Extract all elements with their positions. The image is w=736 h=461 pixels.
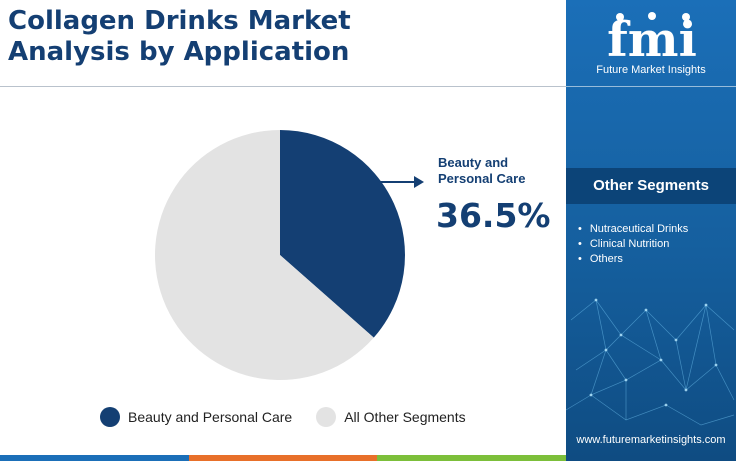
logo-subtitle: Future Market Insights [596,64,706,76]
pie-chart [154,130,405,380]
title-line-2: Analysis by Application [8,37,350,67]
legend-item-other: All Other Segments [316,407,466,427]
legend-item-beauty: Beauty and Personal Care [100,407,292,427]
callout-value: 36.5% [436,196,551,235]
fmi-logo: fmi [607,12,697,60]
callout-label-line-2: Personal Care [438,171,526,186]
legend-label-beauty: Beauty and Personal Care [128,409,293,425]
arrow-right-icon [376,176,424,188]
callout-label-line-1: Beauty and [438,155,509,170]
legend-swatch-other [316,407,337,427]
callout-label: Beauty and Personal Care [438,155,558,187]
bottom-bar-green [377,455,567,461]
pie-slice-all-other-segments [154,130,374,380]
segment-item: Clinical Nutrition [578,237,688,252]
title-line-1: Collagen Drinks Market [8,6,351,36]
website-url: www.futuremarketinsights.com [576,434,726,446]
sidebar-divider [566,86,736,87]
segment-item: Nutraceutical Drinks [578,222,688,237]
bottom-bar-orange [188,455,378,461]
title-divider [0,86,566,87]
other-segments-list: Nutraceutical Drinks Clinical Nutrition … [578,222,688,267]
page-title: Collagen Drinks Market Analysis by Appli… [8,6,351,68]
chart-legend: Beauty and Personal Care All Other Segme… [100,407,490,427]
legend-swatch-beauty [100,407,120,427]
network-lines-decoration [566,298,735,426]
main-panel: Collagen Drinks Market Analysis by Appli… [0,6,567,461]
pie-slice-beauty-and-personal-care [280,130,405,338]
logo-text: fmi [607,12,697,60]
bottom-bar-blue [0,455,189,461]
bottom-color-bar [0,455,567,461]
sidebar-panel: fmi Future Market Insights Other Segment… [566,0,736,461]
other-segments-heading: Other Segments [566,168,736,204]
segment-item: Others [578,252,688,267]
legend-label-other: All Other Segments [344,409,466,425]
